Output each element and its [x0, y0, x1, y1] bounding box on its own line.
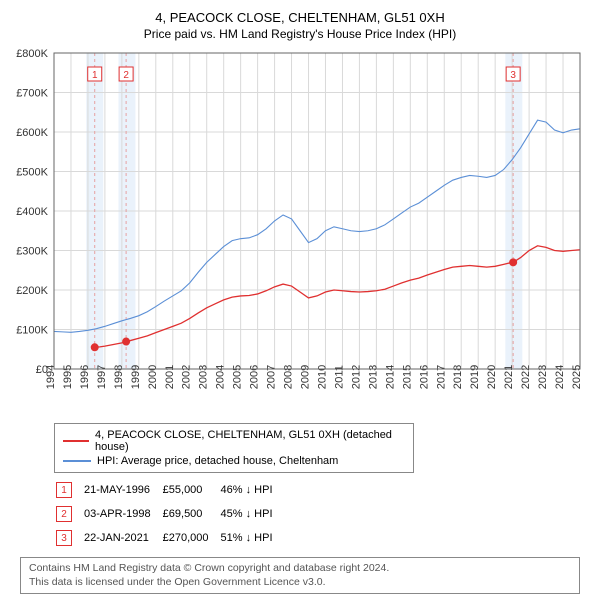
- svg-text:2017: 2017: [435, 365, 447, 389]
- svg-text:2025: 2025: [571, 365, 583, 389]
- svg-text:2008: 2008: [283, 365, 295, 389]
- legend-swatch: [63, 460, 91, 462]
- svg-text:1994: 1994: [45, 365, 57, 389]
- point-price: £69,500: [163, 503, 219, 525]
- svg-text:3: 3: [510, 70, 516, 81]
- point-date: 22-JAN-2021: [84, 527, 161, 549]
- svg-text:1997: 1997: [96, 365, 108, 389]
- table-row: 3 22-JAN-2021£270,00051% ↓ HPI: [56, 527, 283, 549]
- svg-text:£700K: £700K: [16, 88, 48, 100]
- point-date: 21-MAY-1996: [84, 479, 161, 501]
- chart-title: 4, PEACOCK CLOSE, CHELTENHAM, GL51 0XH: [8, 10, 592, 25]
- svg-text:2001: 2001: [164, 365, 176, 389]
- table-row: 2 03-APR-1998£69,50045% ↓ HPI: [56, 503, 283, 525]
- svg-text:2022: 2022: [520, 365, 532, 389]
- point-price: £55,000: [163, 479, 219, 501]
- svg-text:£300K: £300K: [16, 246, 48, 258]
- svg-text:2024: 2024: [554, 365, 566, 389]
- svg-text:£600K: £600K: [16, 127, 48, 139]
- legend-item: HPI: Average price, detached house, Chel…: [63, 454, 405, 468]
- footer-line: Contains HM Land Registry data © Crown c…: [29, 562, 571, 576]
- point-price: £270,000: [163, 527, 219, 549]
- svg-text:1: 1: [92, 70, 98, 81]
- table-row: 1 21-MAY-1996£55,00046% ↓ HPI: [56, 479, 283, 501]
- svg-text:2006: 2006: [249, 365, 261, 389]
- svg-text:2012: 2012: [350, 365, 362, 389]
- svg-text:2003: 2003: [198, 365, 210, 389]
- svg-text:£100K: £100K: [16, 325, 48, 337]
- legend-label: 4, PEACOCK CLOSE, CHELTENHAM, GL51 0XH (…: [95, 429, 405, 453]
- svg-text:£400K: £400K: [16, 206, 48, 218]
- svg-text:2004: 2004: [215, 365, 227, 389]
- svg-text:2009: 2009: [300, 365, 312, 389]
- svg-text:1998: 1998: [113, 365, 125, 389]
- footer-line: This data is licensed under the Open Gov…: [29, 576, 571, 590]
- svg-text:2016: 2016: [418, 365, 430, 389]
- svg-text:£200K: £200K: [16, 285, 48, 297]
- point-date: 03-APR-1998: [84, 503, 161, 525]
- price-points-table: 1 21-MAY-1996£55,00046% ↓ HPI 2 03-APR-1998…: [54, 477, 285, 551]
- legend-swatch: [63, 440, 89, 442]
- point-delta: 45% ↓ HPI: [221, 503, 283, 525]
- svg-text:2020: 2020: [486, 365, 498, 389]
- svg-text:2000: 2000: [147, 365, 159, 389]
- svg-text:2007: 2007: [266, 365, 278, 389]
- svg-text:1995: 1995: [62, 365, 74, 389]
- svg-text:2005: 2005: [232, 365, 244, 389]
- svg-text:2014: 2014: [384, 365, 396, 389]
- point-badge: 3: [56, 530, 72, 546]
- legend-item: 4, PEACOCK CLOSE, CHELTENHAM, GL51 0XH (…: [63, 428, 405, 454]
- svg-text:2023: 2023: [537, 365, 549, 389]
- svg-text:1996: 1996: [79, 365, 91, 389]
- chart-subtitle: Price paid vs. HM Land Registry's House …: [8, 27, 592, 41]
- chart-area: £0£100K£200K£300K£400K£500K£600K£700K£80…: [8, 47, 592, 417]
- svg-text:£500K: £500K: [16, 167, 48, 179]
- svg-text:£800K: £800K: [16, 48, 48, 60]
- svg-text:2: 2: [123, 70, 129, 81]
- attribution-footer: Contains HM Land Registry data © Crown c…: [20, 557, 580, 594]
- svg-text:2021: 2021: [503, 365, 515, 389]
- svg-text:2015: 2015: [401, 365, 413, 389]
- point-badge: 2: [56, 506, 72, 522]
- svg-text:1999: 1999: [130, 365, 142, 389]
- svg-text:2019: 2019: [469, 365, 481, 389]
- point-delta: 51% ↓ HPI: [221, 527, 283, 549]
- svg-text:2013: 2013: [367, 365, 379, 389]
- legend: 4, PEACOCK CLOSE, CHELTENHAM, GL51 0XH (…: [54, 423, 414, 473]
- svg-text:2002: 2002: [181, 365, 193, 389]
- svg-text:2010: 2010: [316, 365, 328, 389]
- point-badge: 1: [56, 482, 72, 498]
- legend-label: HPI: Average price, detached house, Chel…: [97, 455, 338, 467]
- point-delta: 46% ↓ HPI: [221, 479, 283, 501]
- svg-text:2018: 2018: [452, 365, 464, 389]
- line-chart: £0£100K£200K£300K£400K£500K£600K£700K£80…: [8, 47, 592, 417]
